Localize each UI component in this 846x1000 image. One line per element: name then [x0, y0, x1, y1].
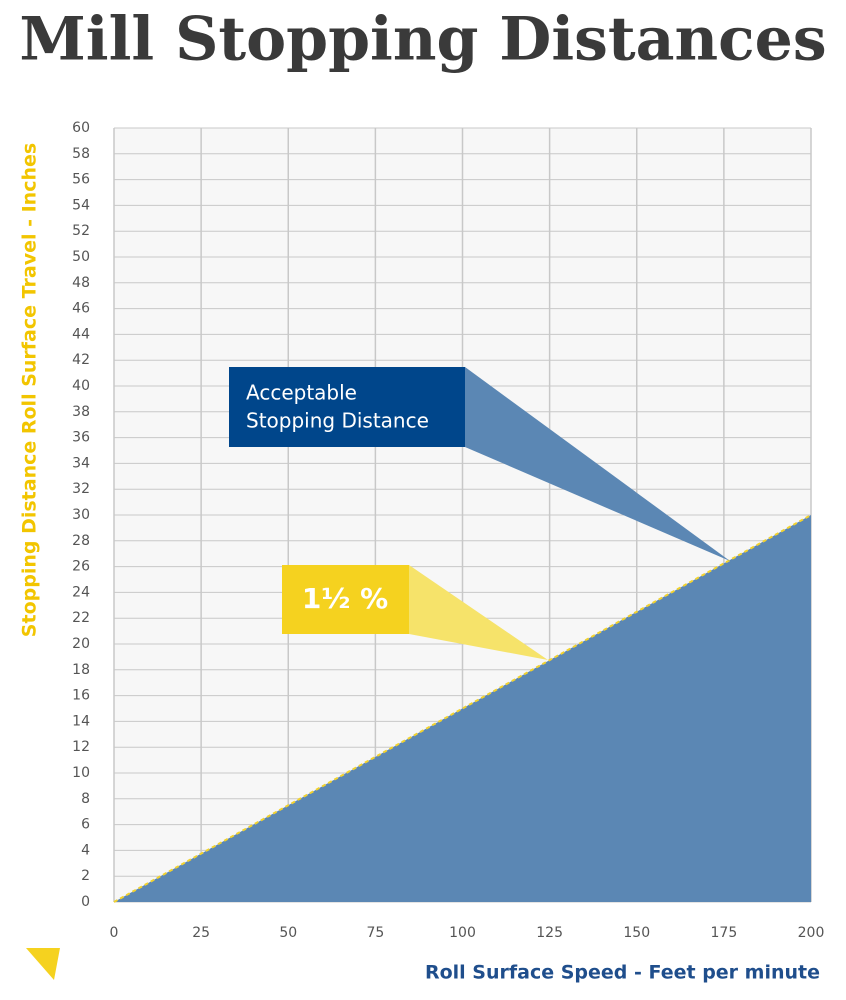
logo-icon: [26, 948, 54, 980]
y-tick-label: 32: [72, 481, 90, 497]
callout-box: [229, 367, 465, 447]
annotation-text: Acceptable: [246, 381, 357, 405]
y-tick-label: 24: [72, 584, 90, 600]
annotation-text: 1½ %: [302, 582, 388, 615]
callout-box: [282, 565, 409, 634]
x-tick-label: 150: [623, 925, 650, 941]
x-tick-label: 125: [536, 925, 563, 941]
x-tick-label: 75: [366, 925, 384, 941]
logo-icon: [26, 948, 60, 980]
y-tick-label: 30: [72, 507, 90, 523]
x-tick-label: 0: [110, 925, 119, 941]
x-tick-label: 50: [279, 925, 297, 941]
y-tick-label: 38: [72, 404, 90, 420]
callout-pointer: [409, 565, 548, 660]
x-tick-label: 200: [798, 925, 825, 941]
y-tick-label: 8: [81, 791, 90, 807]
y-tick-label: 18: [72, 662, 90, 678]
y-tick-label: 42: [72, 352, 90, 368]
y-tick-label: 34: [72, 455, 90, 471]
y-tick-label: 52: [72, 223, 90, 239]
y-tick-label: 10: [72, 765, 90, 781]
y-tick-label: 2: [81, 868, 90, 884]
y-tick-label: 48: [72, 275, 90, 291]
y-tick-label: 14: [72, 713, 90, 729]
y-tick-label: 16: [72, 688, 90, 704]
y-axis-label: Stopping Distance Roll Surface Travel - …: [19, 143, 41, 637]
x-tick-label: 175: [711, 925, 738, 941]
x-tick-label: 25: [192, 925, 210, 941]
x-axis-label: Roll Surface Speed - Feet per minute: [425, 962, 820, 984]
y-tick-label: 12: [72, 739, 90, 755]
callout-pointer: [465, 367, 730, 561]
y-tick-label: 54: [72, 197, 90, 213]
y-tick-label: 6: [81, 817, 90, 833]
y-tick-label: 56: [72, 172, 90, 188]
y-tick-label: 46: [72, 301, 90, 317]
y-tick-label: 36: [72, 430, 90, 446]
y-tick-label: 60: [72, 120, 90, 136]
y-tick-label: 58: [72, 146, 90, 162]
x-tick-label: 100: [449, 925, 476, 941]
annotation-text: Stopping Distance: [246, 409, 429, 433]
chart-title: Mill Stopping Distances: [19, 5, 826, 75]
y-tick-label: 0: [81, 894, 90, 910]
y-tick-label: 50: [72, 249, 90, 265]
y-tick-label: 22: [72, 610, 90, 626]
y-tick-label: 4: [81, 842, 90, 858]
y-tick-label: 28: [72, 533, 90, 549]
y-tick-label: 26: [72, 559, 90, 575]
y-tick-label: 44: [72, 326, 90, 342]
y-tick-label: 40: [72, 378, 90, 394]
y-tick-label: 20: [72, 636, 90, 652]
